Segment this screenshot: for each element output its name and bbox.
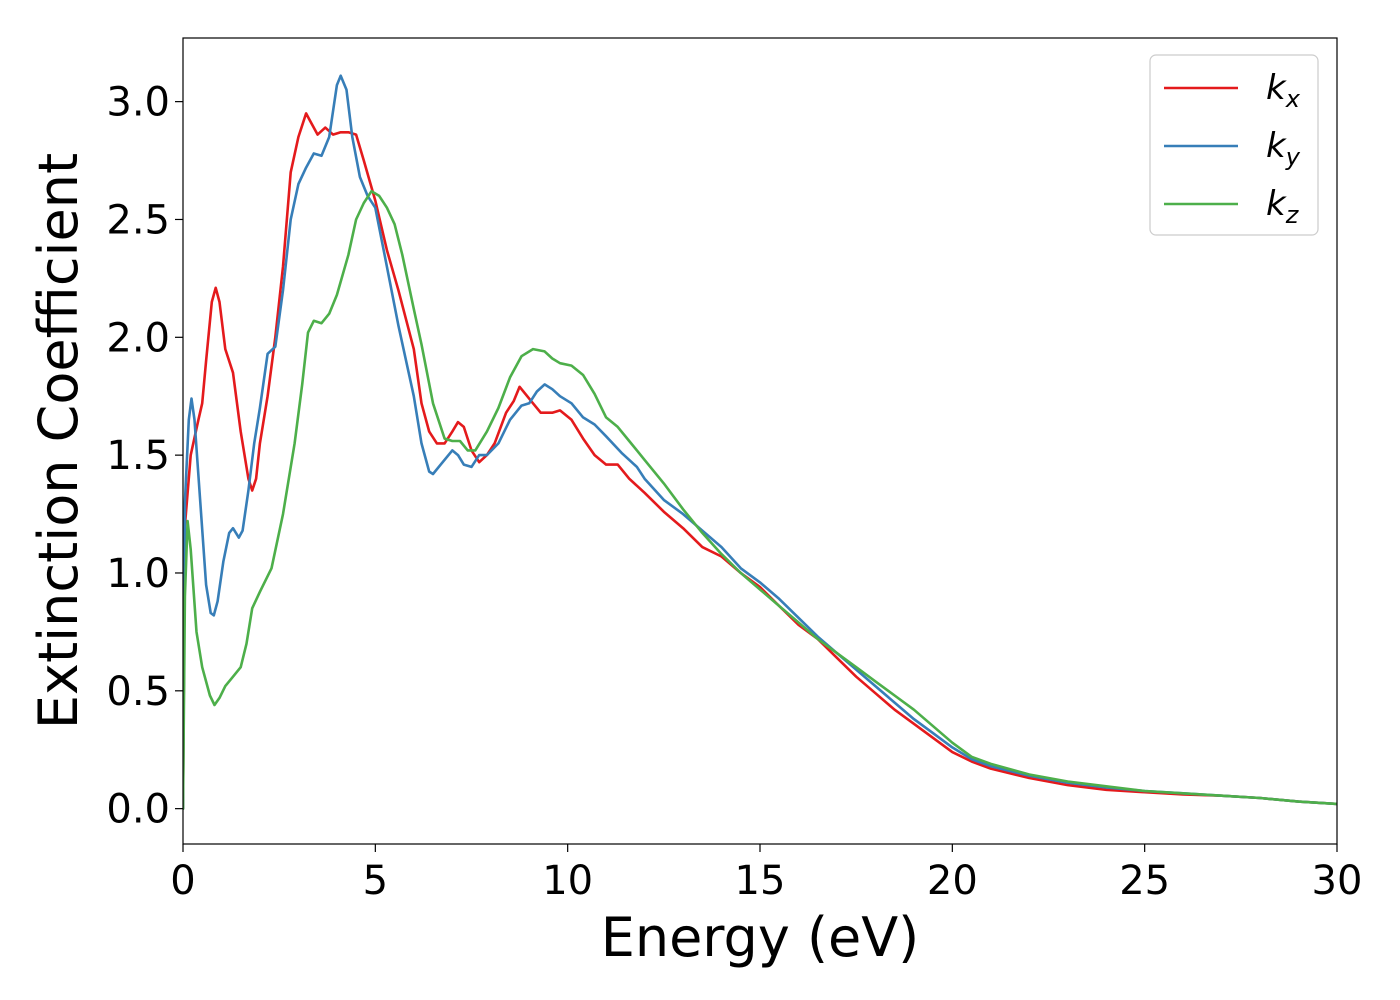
y-tick-label: 0.0 bbox=[106, 787, 170, 833]
x-tick-label: 5 bbox=[363, 858, 388, 904]
legend-label-kz: kz bbox=[1266, 184, 1300, 229]
x-tick-label: 30 bbox=[1312, 858, 1363, 904]
legend: kx ky kz bbox=[1149, 54, 1319, 236]
x-tick-label: 0 bbox=[170, 858, 195, 904]
legend-label-ky: ky bbox=[1266, 126, 1301, 171]
y-tick-label: 0.5 bbox=[106, 669, 170, 715]
ticks-layer: 0 5 10 15 20 25 30 0.0 0.5 1.0 1.5 2.0 2.5 3.0 bbox=[106, 80, 1362, 904]
x-tick-label: 25 bbox=[1119, 858, 1170, 904]
x-axis-label: Energy (eV) bbox=[601, 906, 920, 969]
series-line-ky bbox=[183, 74, 1337, 810]
series-layer bbox=[183, 74, 1337, 810]
x-tick-label: 10 bbox=[542, 858, 593, 904]
y-tick-label: 1.5 bbox=[106, 433, 170, 479]
y-tick-label: 2.0 bbox=[106, 315, 170, 361]
series-line-kz bbox=[183, 189, 1337, 810]
y-tick-label: 1.0 bbox=[106, 551, 170, 597]
x-tick-label: 15 bbox=[735, 858, 786, 904]
x-tick-label: 20 bbox=[927, 858, 978, 904]
y-tick-label: 3.0 bbox=[106, 80, 170, 126]
legend-label-kx: kx bbox=[1266, 68, 1301, 113]
y-tick-label: 2.5 bbox=[106, 197, 170, 243]
y-axis-label: Extinction Coefficient bbox=[27, 153, 90, 729]
